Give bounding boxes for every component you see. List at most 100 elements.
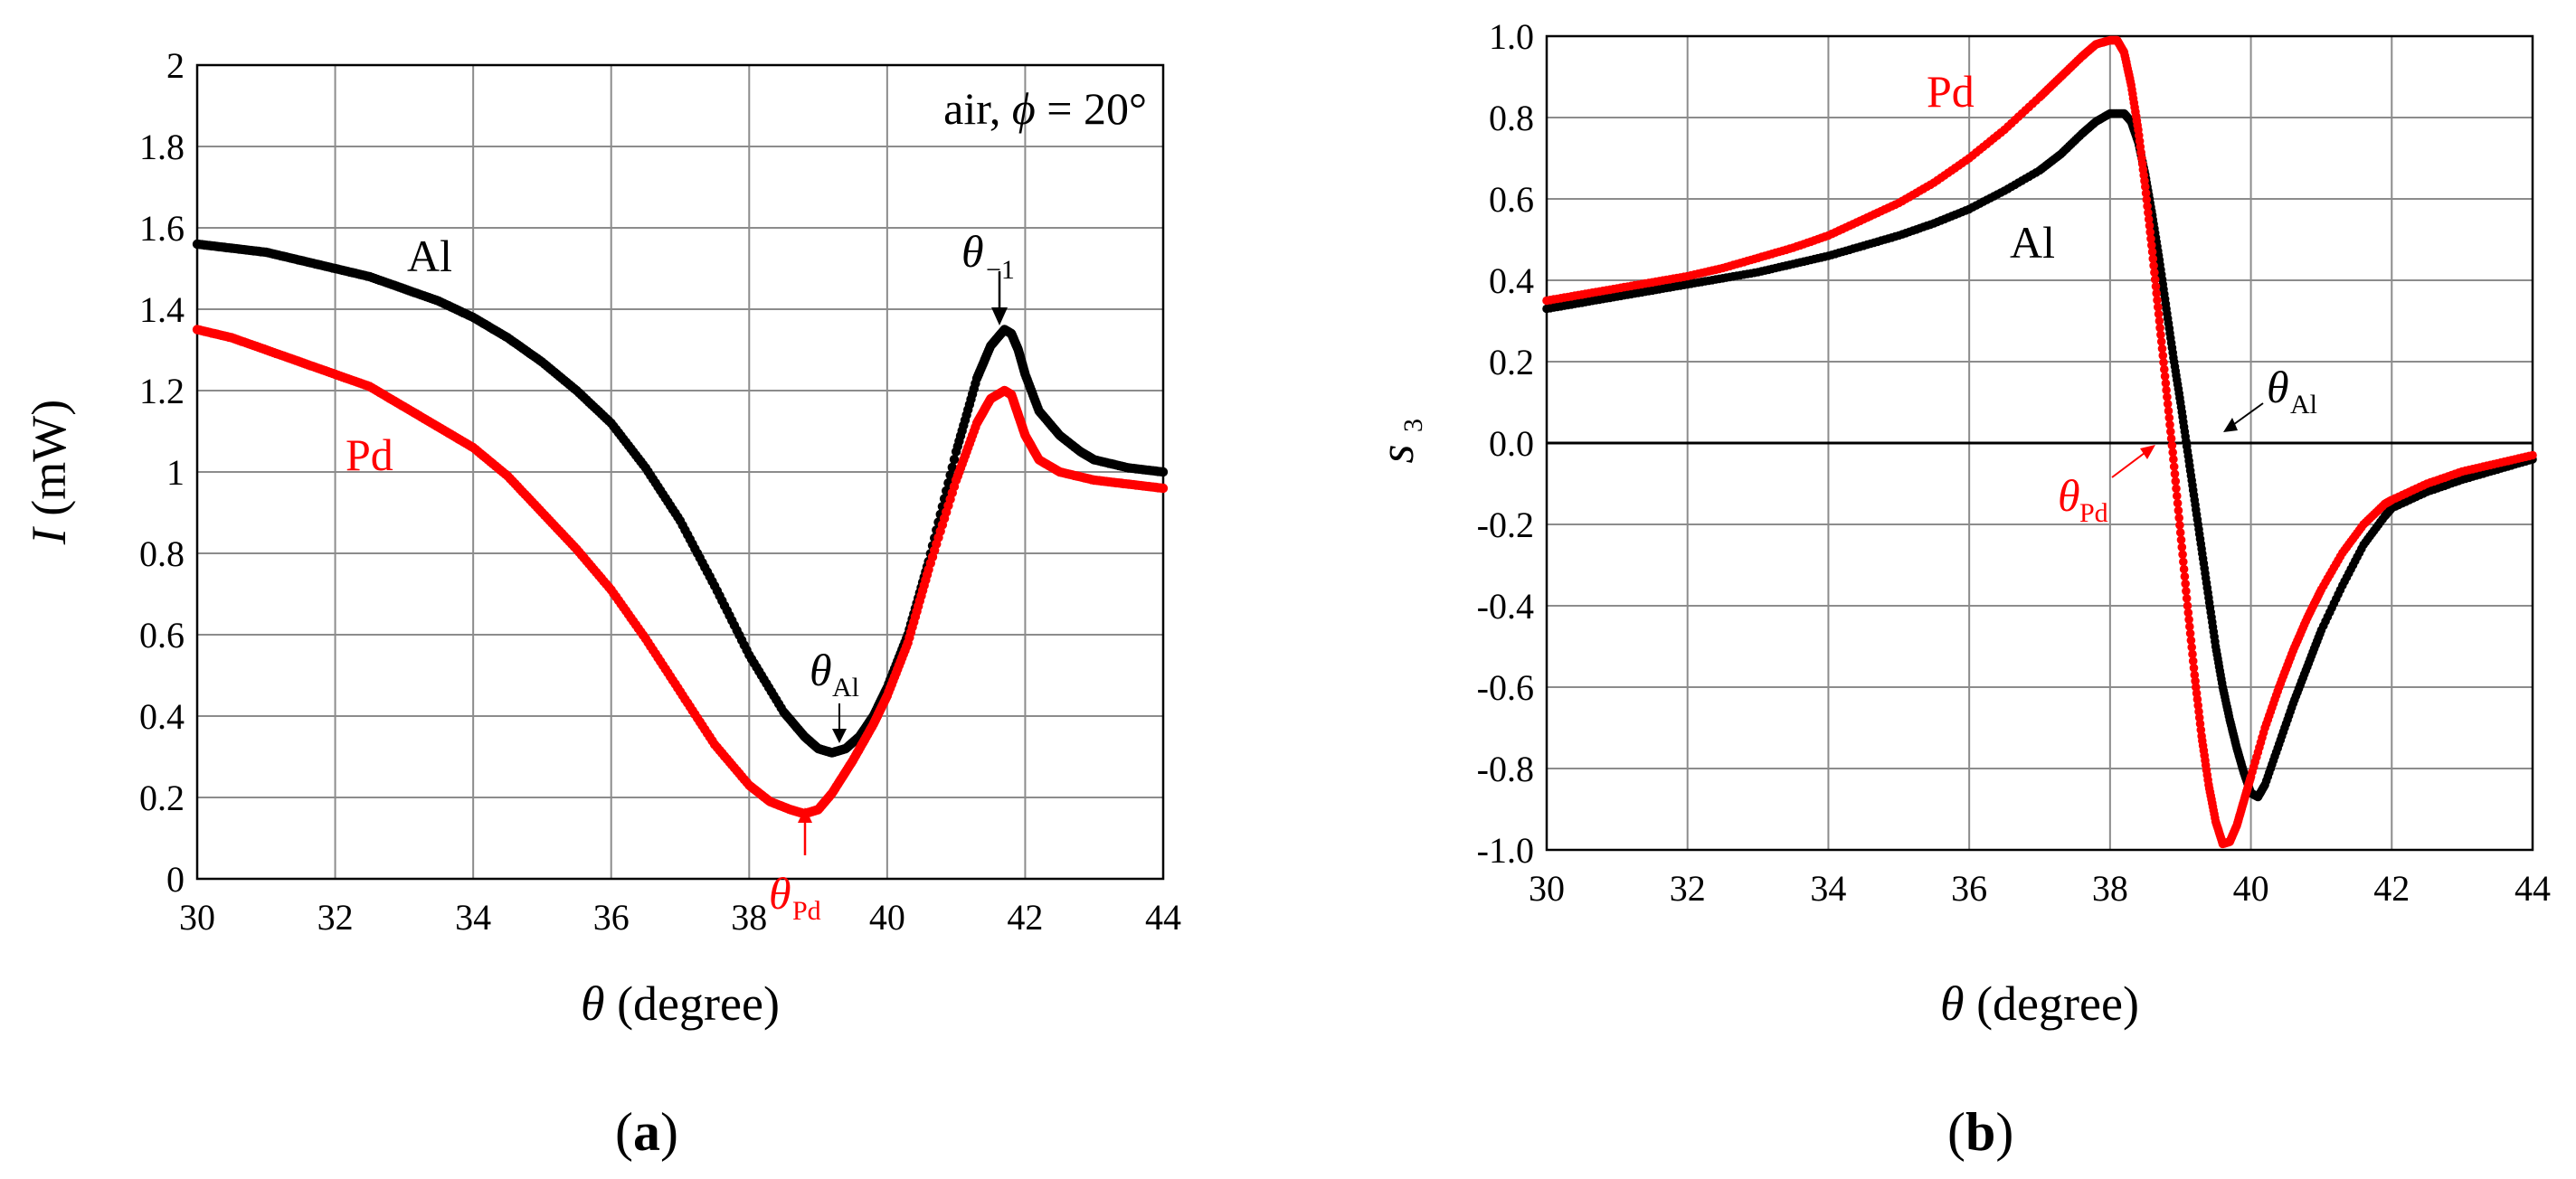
y-axis-title-a: I (mW) [22,400,76,545]
data-point [2175,521,2184,530]
theta-al-subscript-b: Al [2290,390,2317,420]
chart-a: 0 0.2 0.4 0.6 0.8 1 1.2 1.4 1.6 1.8 2 30 32 34 36 38 40… [22,45,1181,1162]
series-pd-b [1542,35,2537,849]
x-tick-label: 30 [179,897,215,938]
theta-al-arrowhead-b [2223,418,2238,432]
data-point [2164,406,2174,416]
theta-minus1-arrowhead [991,307,1008,325]
series-al-a [192,239,1169,758]
data-point [2528,450,2537,460]
y-tick-label: 1.6 [139,208,185,249]
y-tick-label: 0.6 [1489,179,1534,220]
data-point [2189,664,2199,673]
data-point [2180,571,2190,581]
x-tick-labels-b: 30 32 34 36 38 40 42 44 [1529,868,2551,909]
data-point [2177,542,2187,552]
y-tick-label: 2 [166,45,185,86]
data-point [2145,228,2155,237]
data-point [2169,455,2178,464]
data-point [2161,379,2171,388]
data-point [2147,241,2156,250]
data-point [2156,337,2166,346]
x-axis-title-b: θ (degree) [1940,976,2139,1031]
data-point [2168,448,2177,457]
data-point [2186,636,2196,646]
data-point [2143,202,2152,211]
series-pd-a [192,325,1169,819]
data-point [2179,557,2188,567]
x-tick-label: 32 [1670,868,1706,909]
data-point [2181,579,2190,589]
x-tick-label: 38 [731,897,767,938]
x-tick-label: 30 [1529,868,1565,909]
data-point [2146,234,2155,243]
y-axis-title-b-symbol: s [1369,444,1424,463]
data-point [2154,309,2164,319]
theta-al-label-b: θ [2267,362,2289,412]
y-tick-label: -0.2 [1477,505,1534,545]
series-label-pd-b: Pd [1927,66,1975,117]
data-point [2184,615,2193,625]
data-point [2158,351,2168,361]
theta-pd-label-b: θ [2058,470,2080,521]
data-point [2173,498,2183,508]
y-tick-labels-b: -1.0 -0.8 -0.6 -0.4 -0.2 0.0 0.2 0.4 0.6 0.8 1.0 [1477,16,1534,871]
y-tick-label: 0.8 [1489,98,1534,138]
y-tick-label: 1.8 [139,127,185,167]
y-tick-label: -1.0 [1477,830,1534,871]
data-point [2150,268,2159,278]
series-a [192,239,1169,819]
data-point [949,455,960,465]
theta-pd-arrowhead-b [2140,445,2155,459]
data-point [2188,656,2198,665]
data-point [2159,358,2168,367]
y-axis-title-b: s 3 [1369,419,1428,464]
data-point [2173,491,2182,501]
grid-a [196,64,1164,880]
data-point [2144,214,2154,224]
data-point [2166,427,2175,437]
y-tick-label: 0.8 [139,533,185,574]
chart-b: -1.0 -0.8 -0.6 -0.4 -0.2 0.0 0.2 0.4 0.6 0.8 1.0 3… [1369,16,2551,1162]
data-point [2182,594,2192,603]
data-point [2141,188,2151,198]
y-tick-label: 0.2 [139,778,185,818]
y-tick-label: 0.4 [139,696,185,737]
data-point [2155,316,2164,325]
data-point [2169,462,2179,471]
y-tick-label: 1 [166,452,185,493]
data-point [2144,208,2153,218]
data-point [2182,587,2191,596]
data-point [2172,484,2181,494]
data-point [2174,514,2183,523]
data-point [2171,476,2181,486]
data-point [2148,254,2158,264]
x-tick-label: 38 [2092,868,2128,909]
theta-al-arrow-shaft-b [2230,402,2264,428]
condition-annotation: air, ϕ = 20° [943,83,1147,134]
y-tick-label: 0.4 [1489,260,1534,301]
data-point [2147,247,2157,257]
data-point [2187,643,2196,652]
y-tick-label: 0 [166,859,185,900]
series-label-al-b: Al [2010,217,2055,268]
data-point [2153,296,2162,305]
panel-label-a: (a) [615,1102,678,1162]
theta-al-label-a: θ [810,645,832,695]
data-point [1158,483,1169,494]
data-point [2156,330,2165,340]
data-point [2170,469,2180,478]
x-tick-label: 34 [455,897,491,938]
theta-pd-label-a: θ [769,868,791,919]
data-point [947,462,958,473]
data-point [2145,221,2155,231]
data-point [2163,400,2173,409]
x-tick-label: 34 [1810,868,1846,909]
x-tick-label: 40 [869,897,905,938]
data-point [2151,282,2161,291]
series-al-b [1542,108,2537,802]
x-tick-label: 36 [593,897,630,938]
theta-pd-subscript-a: Pd [792,896,821,926]
x-tick-label: 36 [1951,868,1987,909]
